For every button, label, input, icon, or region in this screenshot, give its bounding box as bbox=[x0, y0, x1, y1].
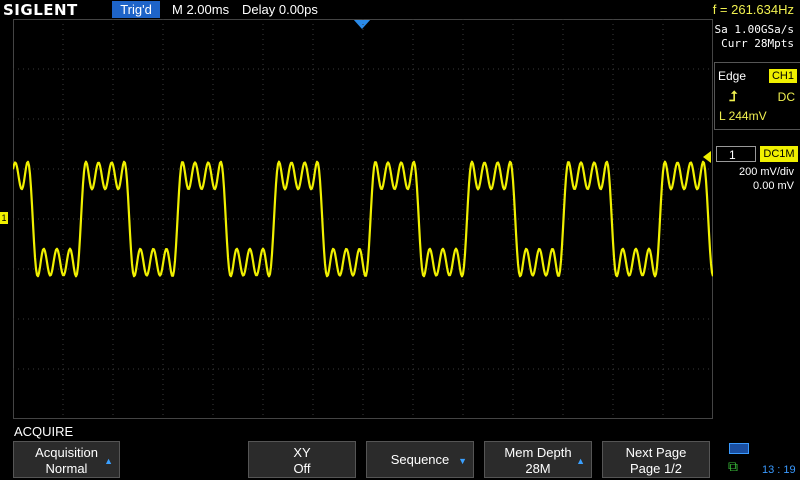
memory-depth: Curr 28Mpts bbox=[721, 37, 794, 50]
network-icon: ⧉ bbox=[728, 458, 738, 474]
softkey-label: XY bbox=[293, 445, 311, 460]
trigger-position-marker-icon[interactable] bbox=[353, 19, 371, 29]
menu-title: ACQUIRE bbox=[14, 424, 74, 439]
acquisition-mode-button[interactable]: Acquisition Normal ▲ bbox=[13, 441, 120, 478]
softkey-value: Normal bbox=[45, 461, 88, 476]
timebase-readout: M 2.00ms bbox=[172, 2, 230, 17]
cycle-arrow-icon: ▲ bbox=[576, 456, 585, 466]
status-bar: SIGLENT Trig'd M 2.00ms Delay 0.00ps f =… bbox=[0, 0, 800, 19]
sample-rate: Sa 1.00GSa/s bbox=[714, 23, 794, 36]
channel1-offset-marker-icon[interactable]: 1 bbox=[0, 212, 8, 224]
softkey-label: Sequence bbox=[390, 452, 450, 467]
softkey-label: Mem Depth bbox=[504, 445, 572, 460]
softkey-value: 28M bbox=[525, 461, 551, 476]
cycle-arrow-icon: ▲ bbox=[104, 456, 113, 466]
softkey-value: Page 1/2 bbox=[629, 461, 683, 476]
softkey-label: Acquisition bbox=[35, 445, 98, 460]
delay-readout: Delay 0.00ps bbox=[242, 2, 318, 17]
usb-icon bbox=[729, 443, 749, 454]
softkey-label: Next Page bbox=[625, 445, 687, 460]
trigger-coupling: DC bbox=[777, 90, 795, 104]
trigger-level: L 244mV bbox=[719, 109, 767, 123]
channel-coupling-badge: DC1M bbox=[760, 146, 798, 162]
xy-mode-button[interactable]: XY Off bbox=[248, 441, 356, 478]
vertical-scale: 200 mV/div bbox=[738, 166, 794, 178]
waveform-grid bbox=[13, 19, 713, 419]
submenu-arrow-icon: ▼ bbox=[458, 456, 467, 466]
brand-logo: SIGLENT bbox=[3, 1, 78, 19]
frequency-readout: f = 261.634Hz bbox=[712, 2, 794, 17]
vertical-offset: 0.00 mV bbox=[753, 180, 794, 192]
channel1-settings-panel: 1 DC1M 200 mV/div 0.00 mV bbox=[714, 145, 800, 193]
clock: 13 : 19 bbox=[762, 464, 796, 476]
channel1-waveform bbox=[13, 160, 713, 278]
memory-depth-button[interactable]: Mem Depth 28M ▲ bbox=[484, 441, 592, 478]
channel-number: 1 bbox=[716, 146, 756, 162]
rising-edge-icon: ⮥ bbox=[729, 88, 738, 104]
next-page-button[interactable]: Next Page Page 1/2 bbox=[602, 441, 710, 478]
softkey-value: Off bbox=[293, 461, 311, 476]
trigger-status-badge: Trig'd bbox=[112, 1, 160, 18]
trigger-source-badge: CH1 bbox=[769, 69, 797, 83]
trigger-type: Edge bbox=[718, 69, 747, 83]
trigger-level-marker-icon[interactable] bbox=[703, 151, 711, 163]
trigger-settings-panel: Edge CH1 ⮥ DC L 244mV bbox=[714, 62, 800, 130]
sequence-button[interactable]: Sequence ▼ bbox=[366, 441, 474, 478]
